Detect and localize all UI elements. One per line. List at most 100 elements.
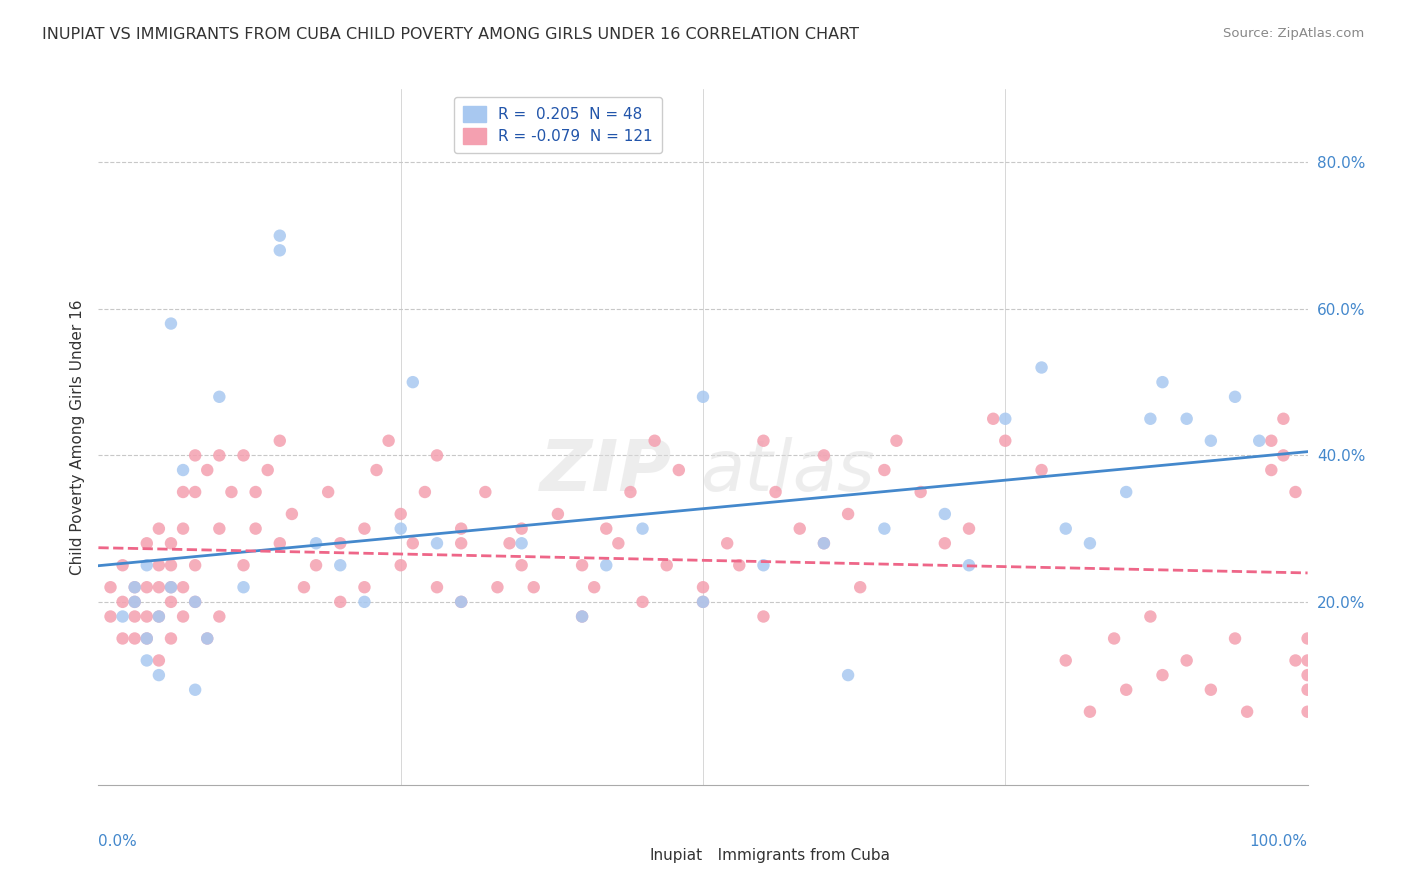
Point xyxy=(1115,485,1137,500)
Point xyxy=(752,558,775,573)
Point xyxy=(148,580,170,594)
Point xyxy=(124,580,146,594)
Point xyxy=(957,522,980,536)
Text: atlas: atlas xyxy=(700,437,875,507)
Point xyxy=(752,609,775,624)
Point xyxy=(232,558,254,573)
Point xyxy=(208,449,231,463)
Point xyxy=(148,668,170,682)
Point xyxy=(148,522,170,536)
Point xyxy=(789,522,811,536)
Point xyxy=(195,632,218,646)
Point xyxy=(160,536,183,550)
Point xyxy=(644,434,666,448)
Point xyxy=(256,463,278,477)
Point xyxy=(595,522,617,536)
Point xyxy=(934,536,956,550)
Point xyxy=(498,536,520,550)
Point xyxy=(1284,653,1306,667)
Point xyxy=(1199,434,1222,448)
Point xyxy=(1199,682,1222,697)
Point xyxy=(172,580,194,594)
Point xyxy=(692,595,714,609)
Point xyxy=(1078,705,1101,719)
Point xyxy=(111,632,134,646)
Point xyxy=(111,558,134,573)
Point xyxy=(329,595,352,609)
Point xyxy=(849,580,872,594)
Point xyxy=(668,463,690,477)
Point xyxy=(752,434,775,448)
Point xyxy=(571,609,593,624)
Point xyxy=(135,558,157,573)
Point xyxy=(1175,653,1198,667)
Point xyxy=(269,228,291,243)
Point xyxy=(172,609,194,624)
Point xyxy=(184,485,207,500)
Point xyxy=(184,449,207,463)
Point xyxy=(692,390,714,404)
Point xyxy=(837,507,859,521)
Point xyxy=(353,595,375,609)
Point xyxy=(184,595,207,609)
Point xyxy=(934,507,956,521)
Point xyxy=(389,558,412,573)
Point xyxy=(1296,668,1319,682)
Point xyxy=(450,595,472,609)
Point xyxy=(583,580,606,594)
Point xyxy=(269,244,291,258)
Point xyxy=(124,595,146,609)
Point xyxy=(813,449,835,463)
Point xyxy=(910,485,932,500)
Point xyxy=(329,558,352,573)
Point xyxy=(1296,682,1319,697)
Point xyxy=(100,580,122,594)
Point xyxy=(450,595,472,609)
Point xyxy=(172,522,194,536)
Point xyxy=(813,536,835,550)
Point xyxy=(1223,390,1246,404)
Text: Immigrants from Cuba: Immigrants from Cuba xyxy=(703,847,890,863)
Point xyxy=(124,609,146,624)
Point xyxy=(124,632,146,646)
Point xyxy=(957,558,980,573)
Point xyxy=(208,609,231,624)
Text: 0.0%: 0.0% xyxy=(98,834,138,848)
Point xyxy=(111,609,134,624)
Point xyxy=(160,595,183,609)
Point xyxy=(728,558,751,573)
Point xyxy=(571,609,593,624)
Point xyxy=(135,653,157,667)
Point xyxy=(184,595,207,609)
Point xyxy=(1115,682,1137,697)
Point xyxy=(148,653,170,667)
Point xyxy=(1272,411,1295,425)
Point xyxy=(837,668,859,682)
Point xyxy=(195,632,218,646)
Point xyxy=(886,434,908,448)
Point xyxy=(160,580,183,594)
Point xyxy=(1223,632,1246,646)
Point xyxy=(208,390,231,404)
Point xyxy=(716,536,738,550)
Point xyxy=(135,609,157,624)
Point xyxy=(1031,360,1053,375)
Point xyxy=(523,580,546,594)
Point xyxy=(873,463,896,477)
Point xyxy=(208,522,231,536)
Point xyxy=(195,463,218,477)
Text: Inupiat: Inupiat xyxy=(650,847,703,863)
Point xyxy=(510,522,533,536)
Point xyxy=(1175,411,1198,425)
Point xyxy=(1139,609,1161,624)
Point xyxy=(631,595,654,609)
Point xyxy=(486,580,509,594)
Point xyxy=(316,485,339,500)
Point xyxy=(994,411,1017,425)
Point xyxy=(245,485,267,500)
Y-axis label: Child Poverty Among Girls Under 16: Child Poverty Among Girls Under 16 xyxy=(69,300,84,574)
Point xyxy=(111,595,134,609)
Point xyxy=(184,682,207,697)
Point xyxy=(172,485,194,500)
Point xyxy=(221,485,243,500)
